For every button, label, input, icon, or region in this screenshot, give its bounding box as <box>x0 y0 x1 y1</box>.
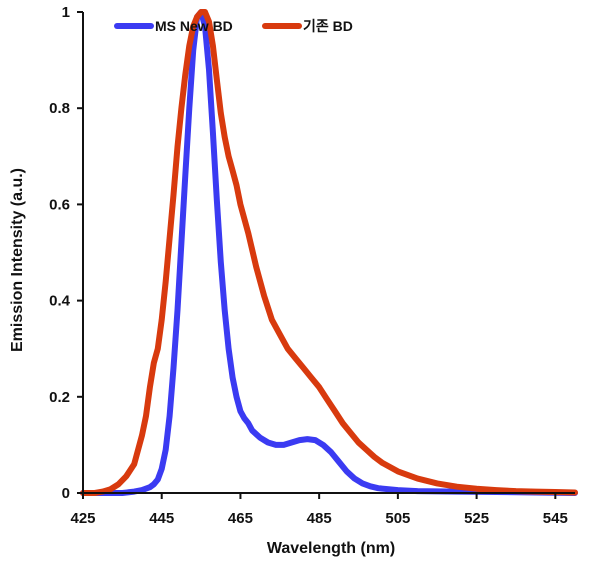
x-tick-label: 445 <box>149 510 174 527</box>
x-tick-label: 525 <box>464 510 489 527</box>
x-tick-label: 485 <box>307 510 332 527</box>
x-axis-title: Wavelength (nm) <box>267 540 395 557</box>
legend: MS New BD 기존 BD <box>114 18 353 34</box>
y-axis-title: Emission Intensity (a.u.) <box>9 168 26 352</box>
y-tick-label: 0 <box>62 485 70 502</box>
series-layer <box>80 9 578 496</box>
x-tick-label: 425 <box>70 510 95 527</box>
y-tick-label: 0.6 <box>49 196 70 213</box>
x-tick-label: 545 <box>543 510 568 527</box>
y-tick-label: 0.4 <box>49 293 71 310</box>
y-tick-label: 0.8 <box>49 100 70 117</box>
series-line-2 <box>80 9 578 496</box>
x-tick-label: 465 <box>228 510 253 527</box>
y-tick-label: 0.2 <box>49 389 70 406</box>
legend-label-2: 기존 BD <box>303 18 353 34</box>
series-line-1 <box>80 9 578 496</box>
axes-layer <box>82 12 575 494</box>
legend-label-1: MS New BD <box>155 18 233 34</box>
x-tick-label: 505 <box>385 510 410 527</box>
ticks-layer: 0 0.2 0.4 0.6 0.8 1 425 445 465 485 505 525 545 <box>49 4 568 527</box>
y-tick-label: 1 <box>62 4 70 21</box>
